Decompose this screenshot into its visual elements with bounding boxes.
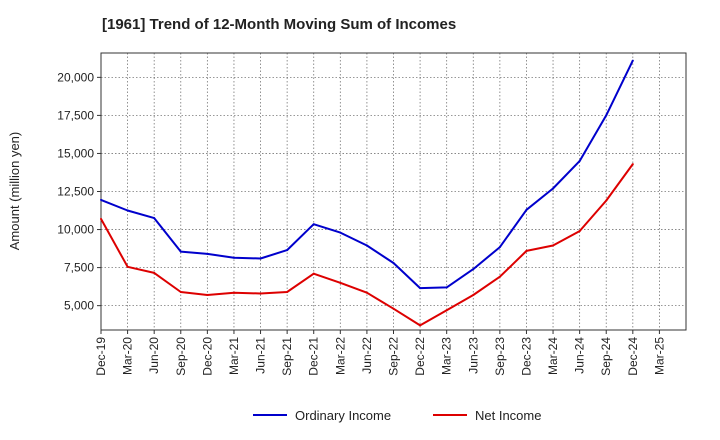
x-tick-label-17: Mar-24	[546, 337, 560, 375]
x-tick-label-21: Mar-25	[652, 337, 666, 375]
data-point-net-income-18	[578, 230, 581, 233]
data-point-net-income-20	[631, 163, 634, 166]
data-point-ordinary-income-10	[365, 244, 368, 247]
legend: Ordinary Income Net Income	[253, 408, 541, 423]
data-point-ordinary-income-18	[578, 160, 581, 163]
data-point-ordinary-income-20	[631, 59, 634, 62]
x-tick-label-5: Mar-21	[227, 337, 241, 375]
legend-label-net-income: Net Income	[475, 408, 541, 423]
x-tick-label-6: Jun-21	[254, 337, 268, 374]
data-point-ordinary-income-16	[525, 208, 528, 211]
data-point-ordinary-income-17	[552, 187, 555, 190]
x-tick-label-18: Jun-24	[573, 337, 587, 374]
x-tick-label-12: Dec-22	[413, 337, 427, 376]
x-tick-label-10: Jun-22	[360, 337, 374, 374]
x-tick-label-4: Dec-20	[200, 337, 214, 376]
x-tick-label-16: Dec-23	[519, 337, 533, 376]
x-tick-label-2: Jun-20	[147, 337, 161, 374]
data-point-ordinary-income-4	[206, 252, 209, 255]
data-point-net-income-0	[100, 217, 102, 220]
data-point-net-income-3	[179, 290, 182, 293]
data-point-ordinary-income-15	[498, 246, 501, 249]
y-tick-label-6: 20,000	[57, 70, 94, 84]
data-point-net-income-12	[419, 324, 422, 327]
data-point-net-income-9	[339, 281, 342, 284]
data-point-ordinary-income-5	[232, 256, 235, 259]
data-point-net-income-14	[472, 293, 475, 296]
x-tick-label-3: Sep-20	[174, 337, 188, 376]
data-point-net-income-4	[206, 293, 209, 296]
data-point-ordinary-income-8	[312, 223, 315, 226]
x-tick-label-9: Mar-22	[333, 337, 347, 375]
data-point-ordinary-income-14	[472, 268, 475, 271]
x-tick-label-8: Dec-21	[307, 337, 321, 376]
data-point-net-income-2	[153, 271, 156, 274]
x-tick-label-15: Sep-23	[493, 337, 507, 376]
data-point-ordinary-income-1	[126, 209, 129, 212]
data-point-ordinary-income-7	[286, 249, 289, 252]
x-tick-label-13: Mar-23	[440, 337, 454, 375]
data-point-ordinary-income-3	[179, 250, 182, 253]
data-point-net-income-5	[232, 291, 235, 294]
y-tick-label-5: 17,500	[57, 108, 94, 122]
data-point-net-income-8	[312, 272, 315, 275]
data-point-ordinary-income-6	[259, 257, 262, 260]
y-tick-label-3: 12,500	[57, 185, 94, 199]
x-tick-label-14: Jun-23	[466, 337, 480, 374]
data-point-net-income-1	[126, 265, 129, 268]
data-point-ordinary-income-12	[419, 287, 422, 290]
data-point-net-income-15	[498, 275, 501, 278]
y-tick-label-4: 15,000	[57, 146, 94, 160]
data-point-ordinary-income-0	[100, 198, 102, 201]
legend-label-ordinary-income: Ordinary Income	[295, 408, 391, 423]
data-point-ordinary-income-13	[445, 286, 448, 289]
data-point-net-income-17	[552, 244, 555, 247]
data-point-ordinary-income-11	[392, 262, 395, 265]
data-point-net-income-11	[392, 307, 395, 310]
data-point-ordinary-income-19	[605, 114, 608, 117]
y-tick-label-1: 7,500	[64, 261, 94, 275]
x-tick-label-11: Sep-22	[387, 337, 401, 376]
chart-title: [1961] Trend of 12-Month Moving Sum of I…	[102, 16, 457, 33]
y-tick-label-0: 5,000	[64, 299, 94, 313]
data-point-net-income-19	[605, 199, 608, 202]
y-tick-label-2: 10,000	[57, 223, 94, 237]
data-point-net-income-10	[365, 291, 368, 294]
data-point-ordinary-income-2	[153, 217, 156, 220]
x-tick-label-19: Sep-24	[599, 337, 613, 376]
x-tick-label-1: Mar-20	[121, 337, 135, 375]
y-axis-label: Amount (million yen)	[7, 132, 22, 251]
data-point-net-income-16	[525, 249, 528, 252]
data-point-net-income-6	[259, 292, 262, 295]
data-point-net-income-13	[445, 309, 448, 312]
x-tick-label-0: Dec-19	[94, 337, 108, 376]
data-point-net-income-7	[286, 290, 289, 293]
x-tick-label-20: Dec-24	[626, 337, 640, 376]
x-tick-label-7: Sep-21	[280, 337, 294, 376]
data-point-ordinary-income-9	[339, 231, 342, 234]
